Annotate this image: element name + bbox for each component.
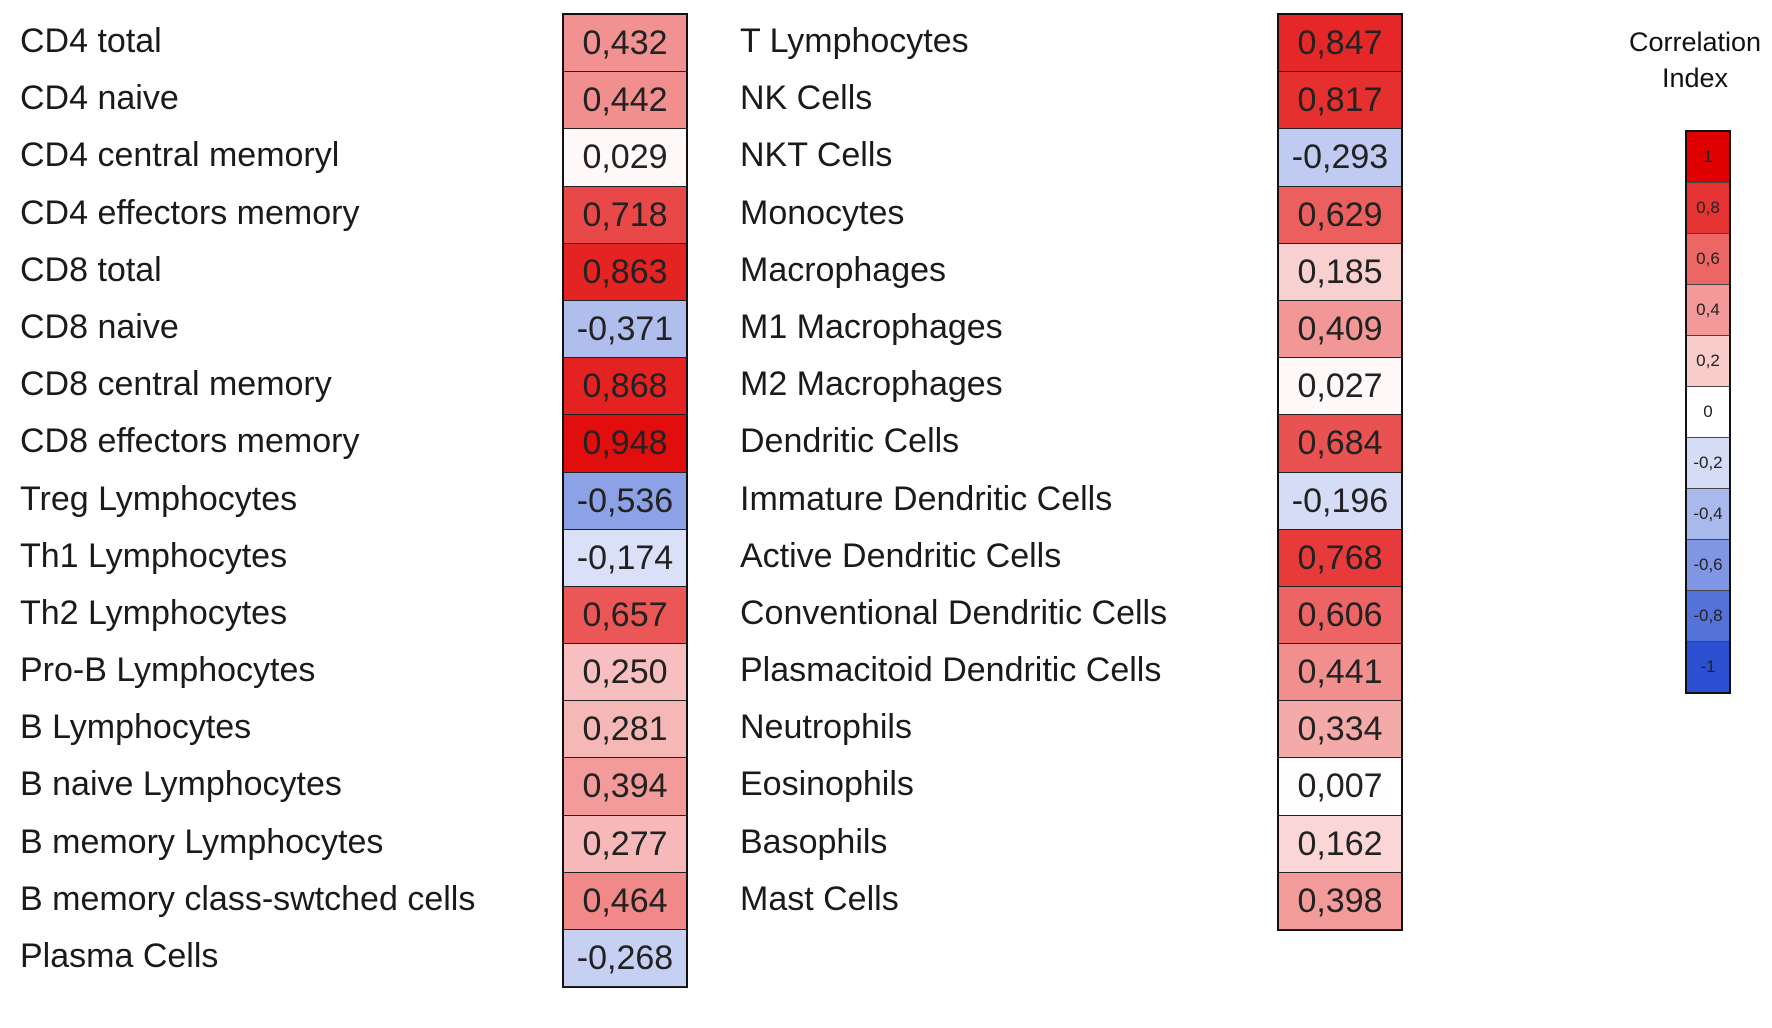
heatmap-cell: 0,684 <box>1279 415 1401 473</box>
row-label: Eosinophils <box>740 765 914 804</box>
heatmap-cell: 0,162 <box>1279 815 1401 873</box>
heatmap-cell: 0,868 <box>564 358 686 416</box>
row-label: CD8 naive <box>20 307 179 346</box>
row-label: B naive Lymphocytes <box>20 765 342 804</box>
heatmap-cell: 0,606 <box>1279 586 1401 645</box>
row-label: T Lymphocytes <box>740 22 969 60</box>
heatmap-cell: 0,185 <box>1279 243 1401 301</box>
heatmap-cell: 0,768 <box>1279 529 1401 587</box>
row-label: Pro-B Lymphocytes <box>20 651 316 690</box>
row-label: Plasma Cells <box>20 937 219 975</box>
left-heatmap-column: 0,432 0,442 0,029 0,718 0,863 -0,371 0,868 0,94… <box>562 13 688 989</box>
heatmap-cell: 0,817 <box>1279 72 1401 130</box>
heatmap-cell: -0,268 <box>564 930 686 988</box>
right-heatmap-column: 0,847 0,817 -0,293 0,629 0,185 0,409 0,027 0,68… <box>1277 13 1403 931</box>
row-label: Mast Cells <box>740 879 899 918</box>
heatmap-cell: -0,371 <box>564 300 686 359</box>
legend-tick: -0,6 <box>1687 540 1729 591</box>
legend-tick: 0,6 <box>1687 234 1729 285</box>
heatmap-cell: 0,718 <box>564 186 686 244</box>
legend-tick: 1 <box>1687 132 1729 183</box>
heatmap-cell: 0,657 <box>564 586 686 645</box>
row-label: CD4 total <box>20 22 162 60</box>
legend-tick: 0 <box>1687 387 1729 438</box>
row-label: Th2 Lymphocytes <box>20 593 288 632</box>
heatmap-cell: 0,281 <box>564 701 686 759</box>
row-label: Th1 Lymphocytes <box>20 536 288 575</box>
row-label: B Lymphocytes <box>20 708 252 747</box>
row-label: B memory Lymphocytes <box>20 822 384 861</box>
right-label-column: T Lymphocytes NK Cells NKT Cells Monocytes M… <box>740 13 1300 928</box>
legend-tick: -0,2 <box>1687 438 1729 489</box>
heatmap-cell: -0,536 <box>564 472 686 530</box>
heatmap-cell: 0,432 <box>564 15 686 73</box>
heatmap-cell: 0,277 <box>564 815 686 873</box>
row-label: Treg Lymphocytes <box>20 479 298 518</box>
legend-tick: 0,4 <box>1687 285 1729 336</box>
row-label: Plasmacitoid Dendritic Cells <box>740 651 1162 690</box>
row-label: CD8 central memory <box>20 365 332 404</box>
row-label: CD4 central memoryl <box>20 136 340 175</box>
heatmap-cell: 0,863 <box>564 243 686 301</box>
row-label: Neutrophils <box>740 708 912 747</box>
row-label: M2 Macrophages <box>740 365 1003 404</box>
heatmap-cell: 0,629 <box>1279 186 1401 244</box>
heatmap-cell: -0,174 <box>564 529 686 587</box>
left-label-column: CD4 total CD4 naive CD4 central memoryl CD4… <box>20 13 580 985</box>
row-label: Monocytes <box>740 193 905 232</box>
row-label: CD8 total <box>20 250 162 289</box>
heatmap-cell: 0,409 <box>1279 300 1401 359</box>
row-label: Basophils <box>740 822 888 861</box>
heatmap-cell: 0,250 <box>564 644 686 702</box>
legend-tick: 0,2 <box>1687 336 1729 387</box>
heatmap-cell: 0,334 <box>1279 701 1401 759</box>
color-scale-legend: 1 0,8 0,6 0,4 0,2 0 -0,2 -0,4 -0,6 -0,8 -1 <box>1685 130 1731 694</box>
row-label: B memory class-swtched cells <box>20 879 476 918</box>
heatmap-cell: 0,441 <box>1279 644 1401 702</box>
heatmap-cell: 0,027 <box>1279 358 1401 416</box>
row-label: CD4 effectors memory <box>20 193 360 232</box>
row-label: Immature Dendritic Cells <box>740 479 1113 518</box>
row-label: M1 Macrophages <box>740 307 1003 346</box>
row-label: Conventional Dendritic Cells <box>740 593 1168 632</box>
heatmap-cell: 0,442 <box>564 72 686 130</box>
legend-tick: -0,8 <box>1687 591 1729 642</box>
row-label: NK Cells <box>740 79 873 118</box>
legend-tick: -1 <box>1687 642 1729 692</box>
row-label: CD4 naive <box>20 79 179 118</box>
legend-title: Correlation Index <box>1628 27 1762 93</box>
row-label: Macrophages <box>740 250 947 289</box>
row-label: Dendritic Cells <box>740 422 960 461</box>
legend-tick: 0,8 <box>1687 183 1729 234</box>
heatmap-cell: 0,948 <box>564 415 686 473</box>
heatmap-cell: -0,196 <box>1279 472 1401 530</box>
heatmap-cell: -0,293 <box>1279 129 1401 187</box>
heatmap-cell: 0,847 <box>1279 15 1401 73</box>
row-label: Active Dendritic Cells <box>740 536 1062 575</box>
heatmap-cell: 0,007 <box>1279 758 1401 816</box>
heatmap-cell: 0,394 <box>564 758 686 816</box>
heatmap-cell: 0,029 <box>564 129 686 187</box>
heatmap-cell: 0,464 <box>564 872 686 930</box>
legend-tick: -0,4 <box>1687 489 1729 540</box>
heatmap-cell: 0,398 <box>1279 872 1401 930</box>
row-label: CD8 effectors memory <box>20 422 360 461</box>
row-label: NKT Cells <box>740 136 893 175</box>
